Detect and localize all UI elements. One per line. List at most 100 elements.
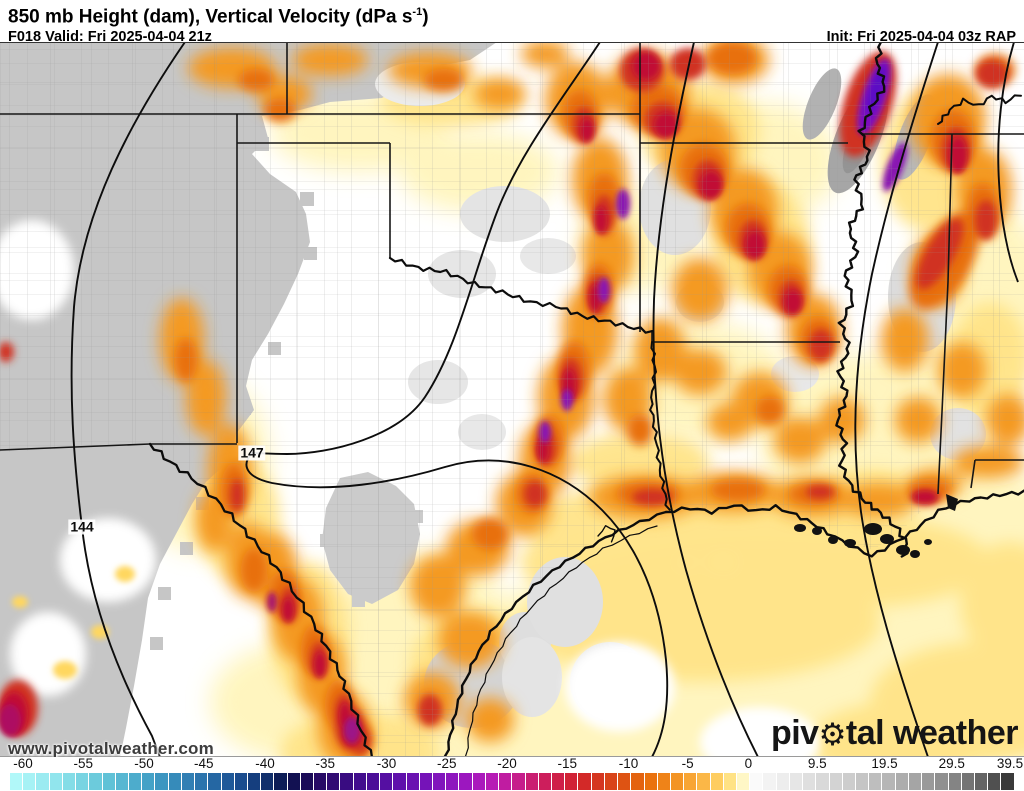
colorbar-cell (591, 773, 604, 790)
colorbar-cell (459, 773, 472, 790)
colorbar-cell (1001, 773, 1014, 790)
colorbar-cell (882, 773, 895, 790)
contour-label: 147 (238, 444, 266, 461)
colorbar-tick: 9.5 (807, 756, 827, 771)
colorbar-cell (195, 773, 208, 790)
colorbar-cell (922, 773, 935, 790)
colorbar-cell (247, 773, 261, 790)
watermark: www.pivotalweather.com (8, 739, 214, 757)
colorbar-cell (406, 773, 419, 790)
title-text: 850 mb Height (dam), Vertical Velocity (… (8, 6, 413, 28)
colorbar-cell (723, 773, 737, 790)
page-title: 850 mb Height (dam), Vertical Velocity (… (8, 0, 1024, 29)
colorbar-cell (102, 773, 115, 790)
colorbar-tick: -30 (376, 756, 397, 771)
colorbar-area: -60 -55 -50 -45 -40 -35 -30 -25 -20 -15 -10 -5 0 9.5 1… (0, 756, 1024, 791)
colorbar-tick: -5 (681, 756, 694, 771)
colorbar-cell (89, 773, 102, 790)
coastal-marsh-icons (794, 494, 958, 558)
colorbar-cell (895, 773, 908, 790)
logo-text-tal-weather: tal weather (845, 714, 1019, 752)
colorbar-cell (261, 773, 274, 790)
weather-map[interactable]: 147 144 www.pivotalweather.com piv⚙tal we… (0, 42, 1024, 757)
colorbar-cell (366, 773, 380, 790)
colorbar-cell (604, 773, 618, 790)
colorbar-tick: -40 (255, 756, 275, 771)
colorbar-cell (631, 773, 644, 790)
header: 850 mb Height (dam), Vertical Velocity (… (0, 0, 1024, 46)
colorbar-cell (618, 773, 631, 790)
colorbar-tick: -35 (315, 756, 336, 771)
colorbar-cell (128, 773, 142, 790)
colorbar-tick: 39.5 (996, 756, 1024, 771)
colorbar-tick: 19.5 (871, 756, 898, 771)
colorbar-tick: -20 (497, 756, 517, 771)
fill-yellow-specks (12, 566, 135, 679)
colorbar-cell (763, 773, 776, 790)
colorbar-cell (393, 773, 406, 790)
colorbar-cell (856, 773, 869, 790)
colorbar-cell (10, 773, 23, 790)
colorbar-cell (829, 773, 842, 790)
gear-icon: ⚙ (818, 717, 847, 752)
colorbar-cell (155, 773, 168, 790)
colorbar-cell (380, 773, 393, 790)
colorbar-cell (776, 773, 789, 790)
colorbar-cell (551, 773, 565, 790)
colorbar-cell (803, 773, 816, 790)
colorbar-cell (221, 773, 234, 790)
colorbar-cell (62, 773, 76, 790)
init-time: Init: Fri 2025-04-04 03z RAP (826, 29, 1016, 46)
title-superscript: -1 (412, 6, 423, 18)
colorbar-cell (710, 773, 723, 790)
colorbar-cell (961, 773, 974, 790)
colorbar-cell (340, 773, 353, 790)
colorbar-tick: -25 (436, 756, 457, 771)
colorbar-cell (988, 773, 1001, 790)
map-canvas (0, 42, 1024, 757)
colorbar-cell (181, 773, 195, 790)
pivotal-weather-logo: piv⚙tal weather (770, 714, 1019, 753)
colorbar-tick: -45 (194, 756, 214, 771)
colorbar-cell (525, 773, 538, 790)
colorbar-tick: 0 (744, 756, 753, 771)
logo-text-piv: piv (770, 714, 819, 752)
colorbar-cell (76, 773, 89, 790)
colorbar-cell (472, 773, 485, 790)
colorbar-tick-row: -60 -55 -50 -45 -40 -35 -30 -25 -20 -15 -10 -5 0 9.5 1… (10, 756, 1023, 772)
contour-label: 144 (68, 518, 96, 535)
colorbar-cell (565, 773, 578, 790)
colorbar-tick: -10 (618, 756, 639, 771)
colorbar-cell (816, 773, 829, 790)
colorbar-cell (419, 773, 432, 790)
colorbar-cell (142, 773, 155, 790)
colorbar-cell (485, 773, 499, 790)
colorbar-cell (446, 773, 459, 790)
colorbar-tick: -50 (134, 756, 154, 771)
colorbar-cell (314, 773, 327, 790)
colorbar-cell (433, 773, 446, 790)
colorbar-tick: -60 (13, 756, 33, 771)
colorbar-cell (974, 773, 988, 790)
colorbar-tick: 29.5 (938, 756, 965, 771)
colorbar-cell (842, 773, 855, 790)
colorbar-cell (274, 773, 287, 790)
valid-time: F018 Valid: Fri 2025-04-04 21z (8, 29, 212, 46)
colorbar-cell (300, 773, 314, 790)
colorbar-cell (512, 773, 525, 790)
colorbar-cell (750, 773, 763, 790)
colorbar-cell (869, 773, 882, 790)
colorbar-cell (499, 773, 512, 790)
colorbar-cell (908, 773, 922, 790)
colorbar-cell (935, 773, 948, 790)
map-top-edge (0, 42, 1024, 43)
map-bottom-edge (0, 756, 1024, 757)
colorbar (10, 773, 1014, 790)
colorbar-cell (948, 773, 961, 790)
colorbar-cell (234, 773, 247, 790)
colorbar-cell (353, 773, 366, 790)
colorbar-cell (327, 773, 340, 790)
colorbar-cell (115, 773, 128, 790)
colorbar-cell (23, 773, 36, 790)
